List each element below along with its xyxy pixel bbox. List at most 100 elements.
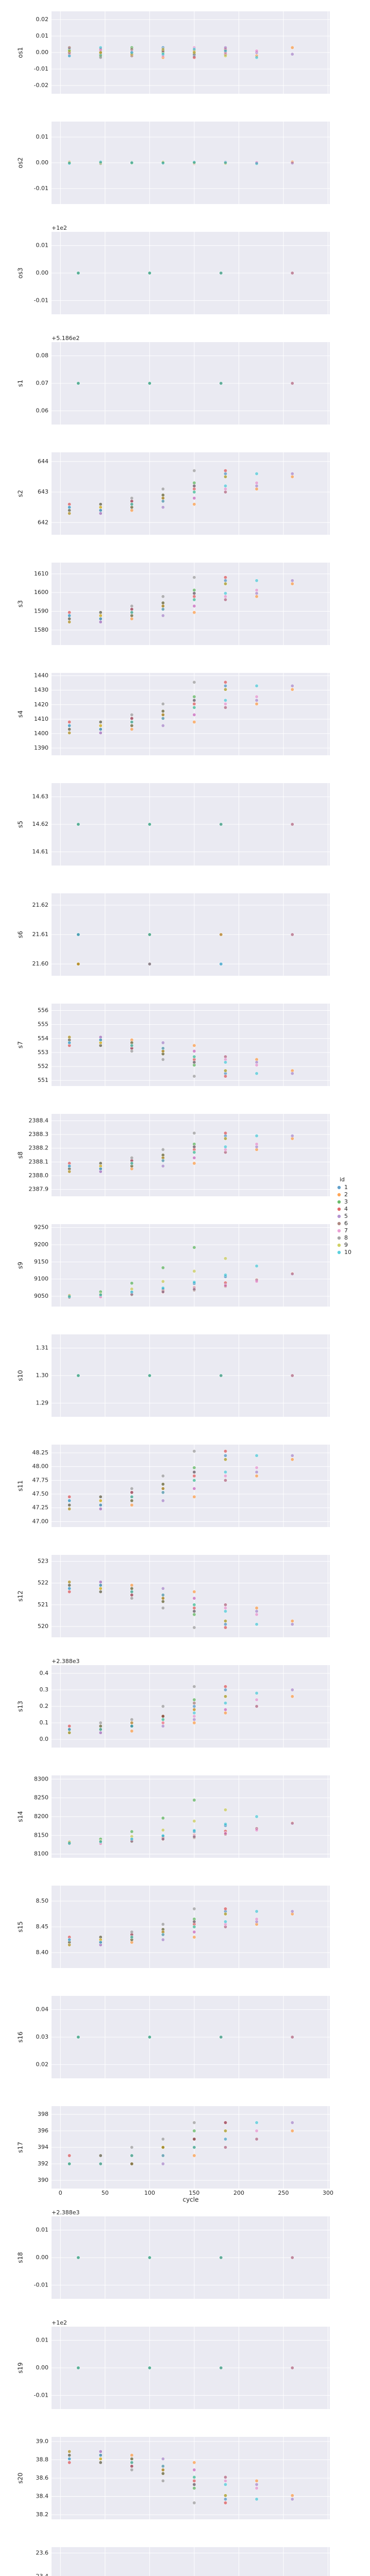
data-point [161, 614, 165, 618]
y-axis-label: s10 [17, 1370, 24, 1381]
data-point [290, 1134, 294, 1138]
data-point [98, 2162, 103, 2166]
data-point [192, 1930, 196, 1934]
data-point [68, 724, 72, 727]
data-point [130, 1287, 134, 1291]
data-point [290, 1909, 294, 1913]
data-point [161, 1290, 165, 1294]
data-point [98, 1293, 103, 1297]
data-point [130, 1586, 134, 1590]
y-tick-label: 0.07 [36, 380, 49, 386]
data-point [68, 509, 72, 513]
data-point [290, 582, 294, 586]
y-tick-label: 0.03 [36, 2033, 49, 2040]
data-point [192, 1835, 196, 1839]
y-tick-label: 48.00 [32, 1463, 49, 1470]
data-point [192, 490, 196, 494]
data-point [255, 1606, 259, 1610]
data-point [130, 2154, 134, 2158]
data-point [161, 1286, 165, 1290]
x-tick-label: 250 [278, 2190, 289, 2196]
data-point [76, 962, 80, 966]
data-point [161, 595, 165, 599]
y-tick-label: 0.4 [40, 1670, 49, 1676]
y-axis-label: s6 [17, 931, 24, 938]
y-tick-label: 553 [38, 1049, 48, 1056]
y-tick-label: 47.25 [32, 1504, 49, 1511]
data-point [161, 52, 165, 56]
data-point [161, 496, 165, 500]
data-point [255, 1063, 259, 1067]
data-point [192, 1074, 196, 1078]
data-point [219, 962, 223, 966]
data-point [161, 1721, 165, 1725]
data-point [98, 1580, 103, 1584]
legend-label: 6 [344, 1220, 348, 1227]
y-tick-label: 1580 [34, 626, 48, 633]
data-point [224, 1920, 227, 1924]
data-point [98, 1590, 103, 1594]
data-point [161, 2154, 165, 2158]
y-tick-label: 14.63 [32, 793, 49, 800]
data-point [224, 1603, 227, 1607]
y-tick-label: 644 [38, 458, 48, 465]
data-point [255, 1917, 259, 1921]
data-point [68, 1499, 72, 1503]
data-point [290, 2121, 294, 2125]
data-point [255, 2137, 259, 2141]
data-point [224, 702, 227, 706]
data-point [224, 2501, 227, 2505]
y-axis-label: s1 [17, 380, 24, 387]
data-point [130, 509, 134, 513]
data-point [147, 2256, 152, 2260]
data-point [76, 822, 80, 826]
data-point [192, 1280, 196, 1284]
data-point [98, 1038, 103, 1042]
data-point [224, 2137, 227, 2141]
y-axis-label: s9 [17, 1262, 24, 1269]
legend-marker [337, 1229, 341, 1233]
data-point [130, 617, 134, 621]
data-point [68, 617, 72, 621]
data-point [161, 2162, 165, 2166]
data-point [290, 687, 294, 691]
y-tick-label: 9250 [34, 1224, 48, 1231]
data-point [192, 2461, 196, 2465]
data-point [130, 716, 134, 720]
y-tick-label: 0.01 [36, 2337, 49, 2344]
data-point [224, 472, 227, 476]
data-point [161, 1266, 165, 1270]
data-point [192, 1925, 196, 1929]
data-point [192, 1287, 196, 1292]
offset-text: +5.186e2 [52, 335, 79, 342]
plot-area [52, 1114, 330, 1196]
data-point [130, 1486, 134, 1490]
data-point [130, 2145, 134, 2149]
data-point [192, 1245, 196, 1249]
legend-label: 2 [344, 1191, 348, 1198]
data-point [161, 2479, 165, 2483]
data-point [219, 381, 223, 385]
data-point [255, 1134, 259, 1138]
data-point [68, 2457, 72, 2461]
data-point [98, 45, 103, 49]
legend-marker [337, 1200, 341, 1204]
y-tick-label: 555 [38, 1021, 48, 1028]
data-point [255, 1466, 259, 1470]
legend-label: 9 [344, 1242, 348, 1248]
data-point [224, 2494, 227, 2498]
y-axis-label: os2 [17, 157, 24, 168]
y-tick-label: 8200 [34, 1813, 48, 1820]
data-point [161, 601, 165, 605]
data-point [147, 822, 152, 826]
data-point [68, 1943, 72, 1947]
y-tick-label: 2388.3 [29, 1131, 49, 1138]
data-point [255, 2497, 259, 2501]
legend-label: 10 [344, 1249, 351, 1256]
data-point [224, 2129, 227, 2133]
data-point [224, 1074, 227, 1078]
data-point [161, 1041, 165, 1045]
data-point [224, 1912, 227, 1916]
data-point [224, 2479, 227, 2483]
